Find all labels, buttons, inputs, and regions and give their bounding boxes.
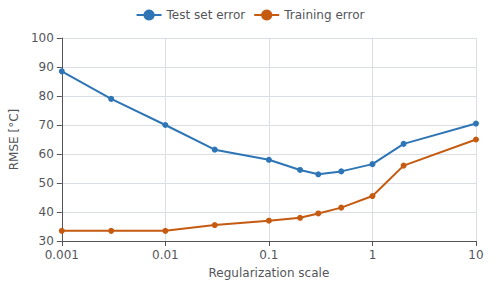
svg-text:RMSE [°C]: RMSE [°C]: [7, 109, 21, 170]
svg-text:70: 70: [39, 118, 54, 132]
svg-text:Training error: Training error: [283, 8, 364, 22]
svg-text:0.01: 0.01: [152, 248, 179, 262]
svg-text:Test set error: Test set error: [166, 8, 246, 22]
svg-text:100: 100: [31, 31, 54, 45]
svg-text:80: 80: [39, 89, 54, 103]
svg-text:0.1: 0.1: [259, 248, 278, 262]
svg-text:40: 40: [39, 205, 54, 219]
svg-text:1: 1: [369, 248, 377, 262]
svg-text:0.001: 0.001: [45, 248, 79, 262]
svg-text:60: 60: [39, 147, 54, 161]
svg-text:50: 50: [39, 176, 54, 190]
svg-text:10: 10: [468, 248, 483, 262]
svg-text:90: 90: [39, 60, 54, 74]
svg-text:Regularization scale: Regularization scale: [209, 266, 330, 280]
svg-text:30: 30: [39, 234, 54, 248]
